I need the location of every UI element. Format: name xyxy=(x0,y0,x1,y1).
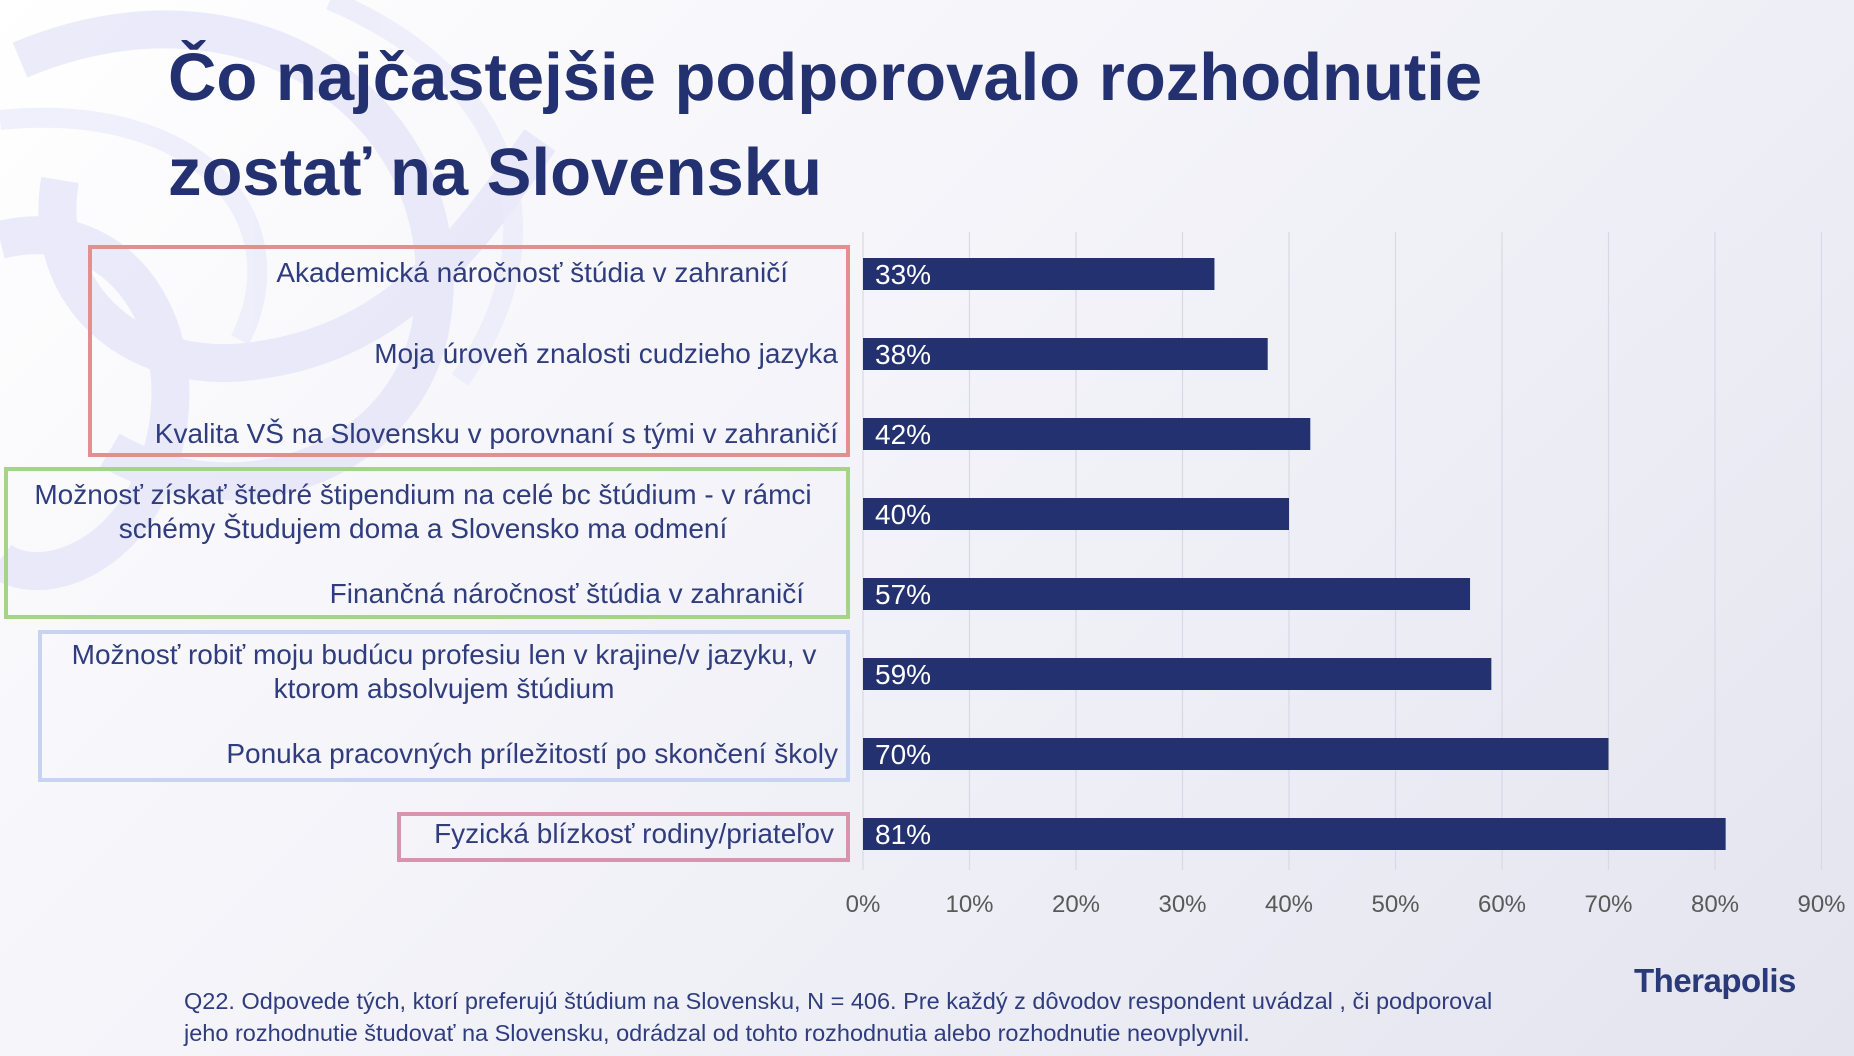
bar xyxy=(863,418,1311,450)
category-label: Akademická náročnosť štúdia v zahraničí xyxy=(276,256,788,290)
footnote: Q22. Odpovede tých, ktorí preferujú štúd… xyxy=(184,985,1614,1049)
category-label-line: Moja úroveň znalosti cudzieho jazyka xyxy=(374,338,838,369)
bar xyxy=(863,258,1215,290)
category-label: Kvalita VŠ na Slovensku v porovnaní s tý… xyxy=(155,417,838,451)
category-group-box xyxy=(88,245,850,457)
x-tick-label: 60% xyxy=(1478,891,1526,918)
category-label-line: Možnosť robiť moju budúcu profesiu len v… xyxy=(71,639,817,670)
category-label: Možnosť získať štedré štipendium na celé… xyxy=(8,478,838,546)
bar-value-label: 59% xyxy=(875,659,931,690)
x-tick-label: 40% xyxy=(1265,891,1313,918)
x-tick-label: 70% xyxy=(1584,891,1632,918)
footnote-line-1: Q22. Odpovede tých, ktorí preferujú štúd… xyxy=(184,988,1493,1014)
category-label: Moja úroveň znalosti cudzieho jazyka xyxy=(374,337,838,371)
x-tick-label: 10% xyxy=(945,891,993,918)
footnote-line-2: jeho rozhodnutie študovať na Slovensku, … xyxy=(184,1020,1250,1046)
slide-title: Čo najčastejšie podporovalo rozhodnutie … xyxy=(168,30,1668,220)
bar xyxy=(863,818,1726,850)
bar xyxy=(863,338,1268,370)
x-tick-label: 50% xyxy=(1371,891,1419,918)
bar xyxy=(863,738,1609,770)
category-group-box xyxy=(38,630,850,782)
bar xyxy=(863,498,1289,530)
x-axis-ticks: 0% 10% 20% 30% 40% 50% 60% 70% 80% 90% xyxy=(846,891,1846,918)
x-tick-label: 80% xyxy=(1691,891,1739,918)
bar-value-label: 57% xyxy=(875,579,931,610)
category-group-box xyxy=(4,467,850,619)
category-label-line: Finančná náročnosť štúdia v zahraničí xyxy=(329,578,804,609)
bar xyxy=(863,658,1492,690)
category-label-line: Akademická náročnosť štúdia v zahraničí xyxy=(276,257,788,288)
category-group-box xyxy=(397,812,850,862)
category-label-line: Fyzická blízkosť rodiny/priateľov xyxy=(434,818,834,849)
bar xyxy=(863,578,1471,610)
x-tick-label: 90% xyxy=(1797,891,1845,918)
category-label: Finančná náročnosť štúdia v zahraničí xyxy=(330,577,804,611)
category-label: Fyzická blízkosť rodiny/priateľov xyxy=(434,817,834,851)
category-label-line: Ponuka pracovných príležitostí po skonče… xyxy=(226,738,838,769)
category-label-line: schémy Študujem doma a Slovensko ma odme… xyxy=(118,513,728,544)
category-label-line: ktorom absolvujem štúdium xyxy=(273,673,615,704)
x-tick-label: 0% xyxy=(846,891,881,918)
gridlines xyxy=(862,232,1823,870)
bar-value-label: 40% xyxy=(875,499,931,530)
bar-value-label: 81% xyxy=(875,819,931,850)
bar-value-label: 38% xyxy=(875,339,931,370)
category-label: Ponuka pracovných príležitostí po skonče… xyxy=(226,737,838,771)
bar-value-label: 42% xyxy=(875,419,931,450)
title-line-1: Čo najčastejšie podporovalo rozhodnutie xyxy=(168,40,1483,115)
x-tick-label: 20% xyxy=(1052,891,1100,918)
category-label-line: Možnosť získať štedré štipendium na celé… xyxy=(34,479,812,510)
bars xyxy=(863,258,1726,850)
bar-data-labels: 33% 38% 42% 40% 57% 59% 70% 81% xyxy=(875,259,931,850)
x-tick-label: 30% xyxy=(1158,891,1206,918)
category-label: Možnosť robiť moju budúcu profesiu len v… xyxy=(40,638,848,706)
category-label-line: Kvalita VŠ na Slovensku v porovnaní s tý… xyxy=(154,418,838,449)
bar-value-label: 70% xyxy=(875,739,931,770)
therapolis-logo: Therapolis xyxy=(1634,962,1796,999)
title-line-2: zostať na Slovensku xyxy=(168,135,822,210)
bar-value-label: 33% xyxy=(875,259,931,290)
